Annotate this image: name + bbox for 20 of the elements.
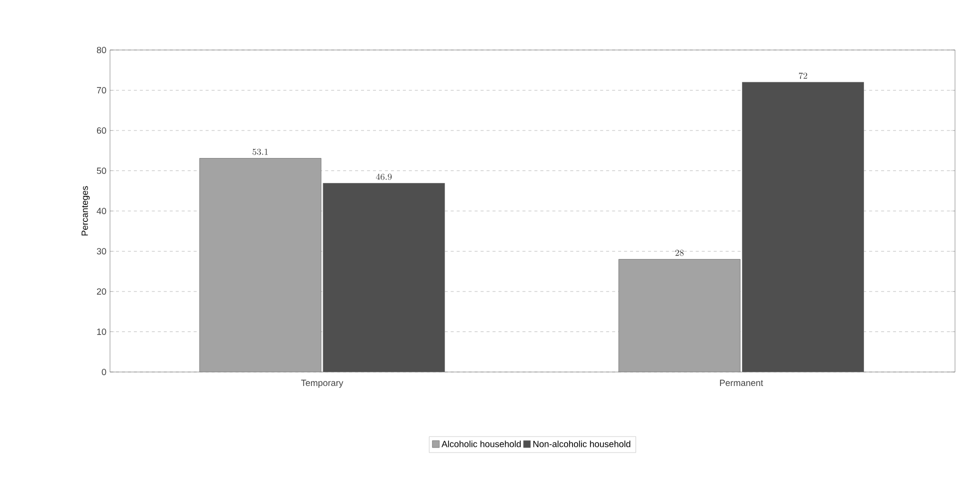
y-tick-label: 50 [96,168,106,174]
y-tick-label: 40 [96,208,106,214]
data-label: 28 [675,250,684,256]
legend-label: Non-alcoholic household [533,440,630,448]
y-tick-label: 30 [96,248,106,254]
y-tick-label: 10 [97,328,106,335]
y-tick-label: 80 [96,46,106,54]
legend-label: Alcoholic household [442,440,521,448]
y-tick-label: 70 [96,87,106,94]
data-label: 46.9 [376,174,392,180]
y-tick-label: 0 [102,368,106,376]
bar [742,82,864,372]
y-tick-label: 60 [96,127,106,134]
y-axis-title: Percanteges [82,186,90,236]
data-label: 53. 1 [252,148,268,155]
y-tick-label: 20 [96,288,106,295]
bar [322,183,445,372]
x-tick-label: Temporary [301,380,344,388]
x-tick-label: Permanent [720,380,764,386]
data-label: 72 [798,72,808,79]
